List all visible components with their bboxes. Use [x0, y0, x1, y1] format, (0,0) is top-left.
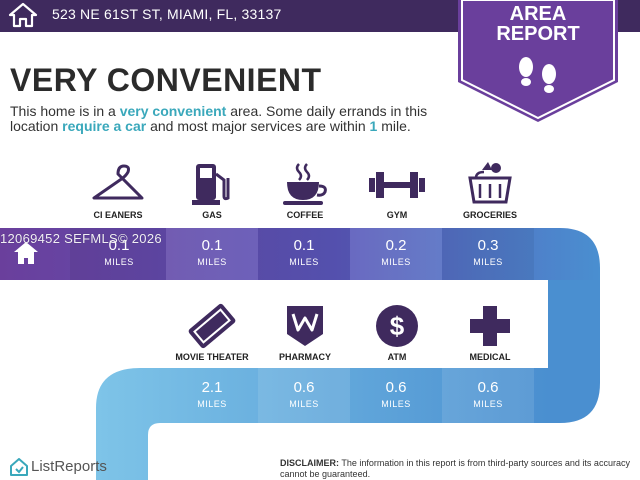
- unit-gas: MILES: [197, 257, 227, 267]
- label-coffee: COFFEE: [286, 210, 324, 220]
- area-report-badge: [458, 0, 618, 122]
- description-text: This home is in a very convenient area. …: [10, 103, 428, 134]
- listreports-logo-icon: [10, 458, 28, 476]
- footprints-icon: [519, 57, 556, 93]
- mls-watermark: 12069452 SEFMLS© 2026: [0, 231, 162, 246]
- dollar-icon: $: [376, 305, 418, 347]
- hanger-icon: [92, 164, 144, 200]
- footer-brand: ListReports: [31, 458, 107, 475]
- unit-gym: MILES: [381, 257, 411, 267]
- unit-pharmacy: MILES: [289, 399, 319, 409]
- label-medical: MEDICAL: [469, 352, 511, 362]
- value-coffee: 0.1: [293, 237, 315, 254]
- value-movie-theater: 2.1: [201, 379, 223, 396]
- gas-pump-icon: [192, 164, 230, 205]
- badge-line-area: AREA: [509, 3, 567, 25]
- label-gas: GAS: [202, 210, 222, 220]
- grocery-basket-icon: [468, 162, 512, 204]
- page-title: VERY CONVENIENT: [10, 62, 322, 98]
- band-home-icon: [14, 242, 38, 264]
- label-cleaners: CI EANERS: [93, 210, 143, 220]
- ticket-icon: [188, 303, 236, 349]
- property-address: 523 NE 61ST ST, MIAMI, FL, 33137: [52, 6, 282, 22]
- unit-groceries: MILES: [473, 257, 503, 267]
- route-band: [0, 228, 600, 480]
- label-gym: GYM: [386, 210, 408, 220]
- value-pharmacy: 0.6: [293, 379, 315, 396]
- unit-medical: MILES: [473, 399, 503, 409]
- badge-line-report: REPORT: [496, 23, 580, 45]
- unit-cleaners: MILES: [104, 257, 134, 267]
- home-icon: [8, 2, 38, 28]
- label-movie-theater: MOVIE THEATER: [175, 352, 249, 362]
- value-atm: 0.6: [385, 379, 407, 396]
- dumbbell-icon: [369, 172, 425, 198]
- value-cleaners: 0.1: [108, 237, 130, 254]
- value-medical: 0.6: [477, 379, 499, 396]
- unit-atm: MILES: [381, 399, 411, 409]
- label-pharmacy: PHARMACY: [278, 352, 331, 362]
- value-gym: 0.2: [385, 237, 407, 254]
- coffee-cup-icon: [283, 163, 327, 205]
- disclaimer-text: DISCLAIMER: The information in this repo…: [280, 458, 630, 479]
- label-atm: ATM: [387, 352, 407, 362]
- medical-cross-icon: [470, 306, 510, 346]
- unit-coffee: MILES: [289, 257, 319, 267]
- unit-movie-theater: MILES: [197, 399, 227, 409]
- value-groceries: 0.3: [477, 237, 499, 254]
- svg-text:$: $: [390, 311, 405, 341]
- label-groceries: GROCERIES: [462, 210, 517, 220]
- value-gas: 0.1: [201, 237, 223, 254]
- pharmacy-logo-icon: [287, 306, 323, 346]
